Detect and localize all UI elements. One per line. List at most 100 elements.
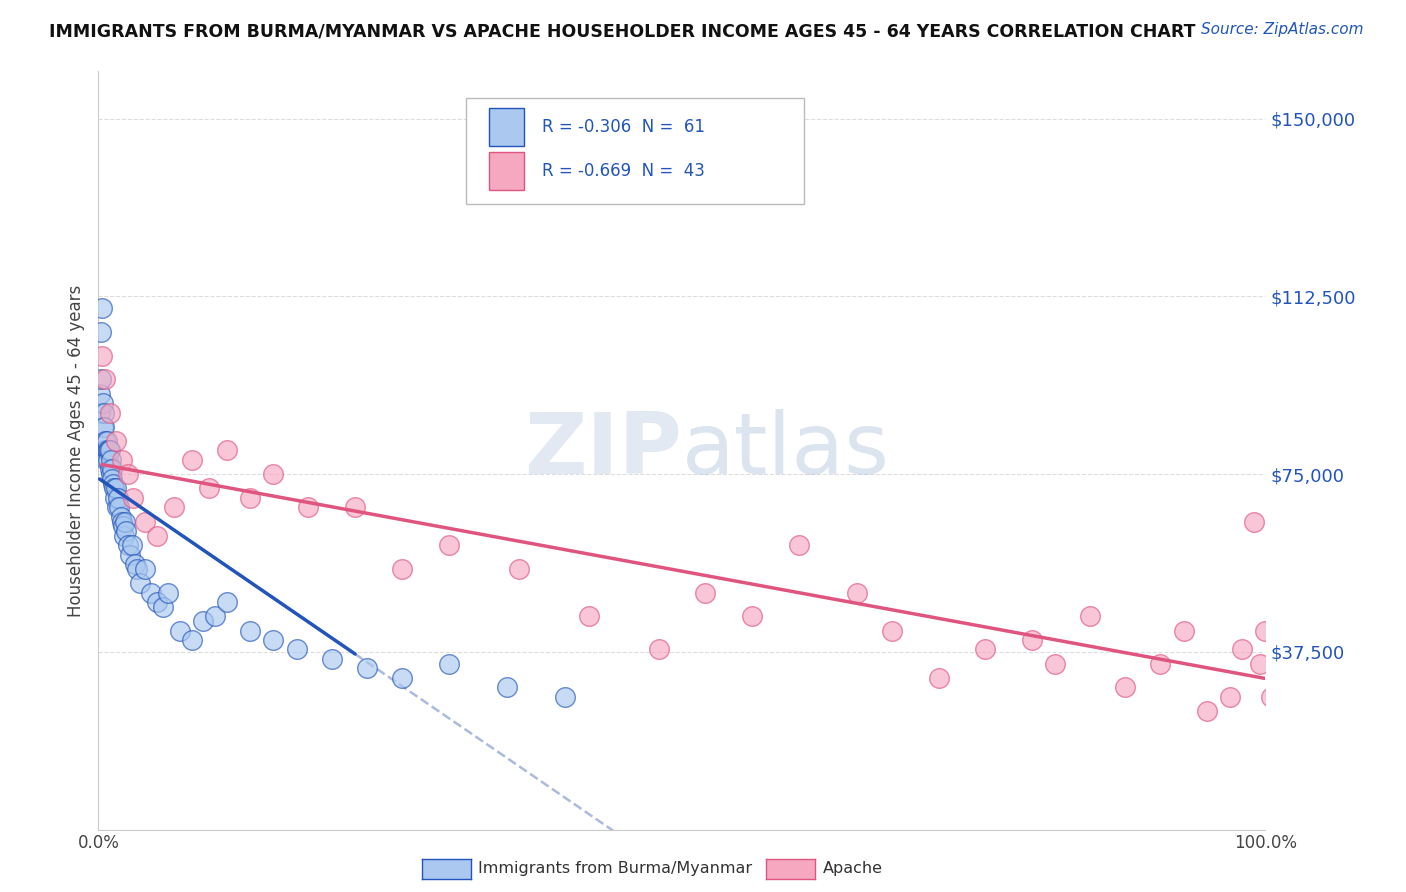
Point	[100, 467, 122, 482]
Point	[157, 585, 180, 599]
Point	[193, 614, 215, 628]
Text: R = -0.669  N =  43: R = -0.669 N = 43	[541, 162, 704, 180]
Point	[122, 491, 145, 505]
Point	[1265, 671, 1288, 685]
Point	[152, 599, 174, 614]
Point	[578, 609, 600, 624]
Point	[134, 562, 156, 576]
Text: R = -0.306  N =  61: R = -0.306 N = 61	[541, 118, 704, 136]
Point	[215, 595, 238, 609]
Text: Immigrants from Burma/Myanmar: Immigrants from Burma/Myanmar	[478, 862, 752, 876]
Point	[90, 325, 112, 339]
Point	[94, 453, 117, 467]
Point	[974, 642, 997, 657]
Point	[880, 624, 903, 638]
FancyBboxPatch shape	[465, 98, 804, 204]
Point	[262, 467, 284, 482]
Point	[391, 671, 413, 685]
Point	[554, 690, 576, 704]
Point	[93, 419, 115, 434]
Point	[112, 529, 135, 543]
Point	[1249, 657, 1271, 671]
Point	[1260, 690, 1282, 704]
Point	[1045, 657, 1067, 671]
Point	[114, 515, 136, 529]
Point	[124, 557, 146, 572]
Point	[787, 538, 810, 552]
Text: atlas: atlas	[682, 409, 890, 492]
Point	[146, 595, 169, 609]
Point	[104, 491, 127, 505]
Point	[1021, 633, 1043, 648]
Point	[105, 500, 128, 515]
Point	[111, 519, 134, 533]
Point	[100, 453, 122, 467]
Point	[94, 434, 117, 448]
Point	[695, 585, 717, 599]
Point	[101, 472, 124, 486]
Point	[647, 642, 669, 657]
Point	[104, 434, 127, 448]
Point	[108, 500, 131, 515]
Text: Apache: Apache	[823, 862, 883, 876]
Point	[93, 405, 115, 420]
Point	[104, 482, 127, 496]
Point	[1219, 690, 1241, 704]
Point	[262, 633, 284, 648]
Point	[97, 443, 120, 458]
Text: ZIP: ZIP	[524, 409, 682, 492]
Point	[134, 515, 156, 529]
Point	[204, 609, 226, 624]
Point	[111, 515, 134, 529]
Point	[91, 396, 114, 410]
Point	[96, 443, 118, 458]
Point	[103, 482, 125, 496]
Point	[741, 609, 763, 624]
Point	[90, 372, 112, 386]
Point	[146, 529, 169, 543]
Point	[239, 491, 262, 505]
Text: Source: ZipAtlas.com: Source: ZipAtlas.com	[1201, 22, 1364, 37]
Point	[846, 585, 869, 599]
Point	[101, 476, 124, 491]
Point	[1197, 704, 1219, 718]
Point	[163, 500, 186, 515]
Text: IMMIGRANTS FROM BURMA/MYANMAR VS APACHE HOUSEHOLDER INCOME AGES 45 - 64 YEARS CO: IMMIGRANTS FROM BURMA/MYANMAR VS APACHE …	[49, 22, 1195, 40]
Point	[321, 652, 343, 666]
Point	[928, 671, 950, 685]
Point	[98, 462, 121, 476]
Y-axis label: Householder Income Ages 45 - 64 years: Householder Income Ages 45 - 64 years	[66, 285, 84, 616]
Point	[111, 453, 134, 467]
Point	[180, 633, 202, 648]
Point	[118, 548, 141, 562]
Point	[101, 462, 124, 476]
Point	[198, 482, 221, 496]
Point	[1254, 624, 1277, 638]
Point	[215, 443, 238, 458]
Point	[125, 562, 148, 576]
Point	[1149, 657, 1171, 671]
Bar	[489, 108, 524, 145]
Point	[344, 500, 367, 515]
Point	[169, 624, 191, 638]
Point	[1230, 642, 1253, 657]
Point	[98, 443, 121, 458]
Bar	[489, 153, 524, 190]
Point	[239, 624, 262, 638]
Point	[96, 434, 118, 448]
Point	[1243, 515, 1265, 529]
Point	[285, 642, 308, 657]
Point	[1080, 609, 1102, 624]
Point	[94, 372, 117, 386]
Point	[437, 657, 460, 671]
Point	[139, 585, 162, 599]
Point	[89, 405, 111, 420]
Point	[437, 538, 460, 552]
Point	[1173, 624, 1195, 638]
Point	[180, 453, 202, 467]
Point	[94, 443, 117, 458]
Point	[89, 386, 111, 401]
Point	[97, 443, 120, 458]
Point	[129, 576, 152, 591]
Point	[121, 538, 143, 552]
